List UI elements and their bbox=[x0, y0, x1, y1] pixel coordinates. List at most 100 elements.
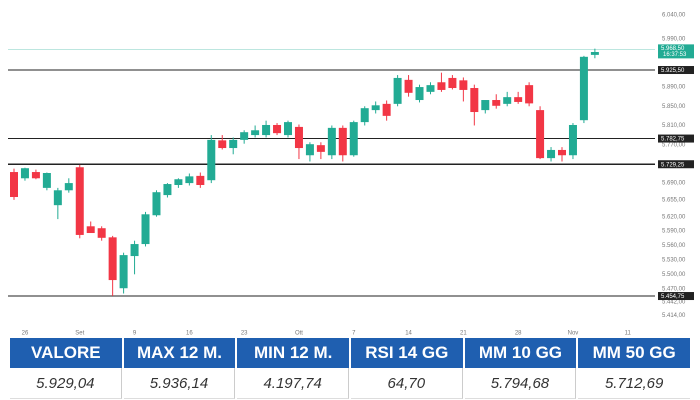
candle-body bbox=[514, 97, 523, 102]
candle-body bbox=[31, 172, 40, 179]
candle-body bbox=[481, 100, 490, 111]
y-tick-label: 5.655,00 bbox=[662, 197, 686, 203]
candle-body bbox=[218, 140, 227, 149]
candle-body bbox=[42, 173, 51, 188]
last-price-label: 5.968,50 bbox=[661, 46, 685, 52]
candlestick-chart: 6.040,00 5.990,00 5.890,00 5.850,00 5.810,00… bbox=[8, 13, 694, 337]
level-label: 5.454,75 bbox=[661, 294, 685, 300]
candle-body bbox=[86, 226, 95, 234]
header-cell: VALORE bbox=[10, 338, 122, 368]
level-tag bbox=[658, 66, 694, 75]
y-tick-label: 5.500,00 bbox=[662, 272, 686, 278]
level-label: 5.782,75 bbox=[661, 137, 685, 143]
value-cell: 5.936,14 bbox=[123, 368, 236, 399]
candle-body bbox=[426, 85, 435, 92]
candle-body bbox=[185, 176, 194, 184]
candle-body bbox=[20, 168, 29, 179]
candle-body bbox=[108, 237, 117, 281]
candle-body bbox=[262, 124, 271, 136]
level-tag bbox=[658, 134, 694, 143]
candle-body bbox=[207, 139, 216, 181]
header-cell: MM 10 GG bbox=[464, 338, 577, 368]
candle-body bbox=[393, 77, 402, 104]
y-tick-label: 6.040,00 bbox=[662, 13, 686, 19]
candle-body bbox=[240, 132, 249, 140]
value-cell: 4.197,74 bbox=[237, 368, 349, 399]
candle-body bbox=[459, 80, 468, 90]
x-tick-label: 14 bbox=[405, 331, 412, 337]
header-cell: MM 50 GG bbox=[578, 338, 690, 368]
x-tick-label: Nov bbox=[568, 331, 579, 337]
value-cell: 5.794,68 bbox=[464, 368, 577, 399]
y-tick-label: 5.810,00 bbox=[662, 123, 686, 129]
candle-body bbox=[349, 122, 358, 156]
candle-body bbox=[75, 167, 84, 235]
candle-body bbox=[503, 97, 512, 104]
candle-body bbox=[492, 100, 501, 106]
candle-body bbox=[371, 105, 380, 111]
x-tick-label: 9 bbox=[133, 331, 137, 337]
level-label: 5.925,50 bbox=[661, 68, 685, 74]
x-tick-label: 21 bbox=[460, 331, 467, 337]
candle-body bbox=[536, 110, 545, 159]
candle-body bbox=[305, 144, 314, 156]
candle-body bbox=[590, 52, 599, 55]
candle-body bbox=[10, 172, 18, 198]
candle-body bbox=[130, 244, 139, 257]
header-row: VALORE MAX 12 M. MIN 12 M. RSI 14 GG MM 10 G… bbox=[10, 338, 690, 368]
candle-body bbox=[404, 79, 413, 93]
value-cell: 5.712,69 bbox=[578, 368, 690, 399]
candle-body bbox=[327, 127, 336, 156]
y-tick-label: 5.530,00 bbox=[662, 257, 686, 263]
y-tick-label: 5.560,00 bbox=[662, 243, 686, 249]
y-tick-label: 5.620,00 bbox=[662, 214, 686, 220]
y-tick-label: 5.470,00 bbox=[662, 286, 686, 292]
value-cell: 64,70 bbox=[350, 368, 463, 399]
candle-body bbox=[53, 190, 62, 206]
candle-body bbox=[547, 149, 556, 159]
candle-body bbox=[152, 192, 161, 216]
x-tick-label: 11 bbox=[625, 331, 632, 337]
x-tick-label: 26 bbox=[22, 331, 29, 337]
candle-body bbox=[141, 214, 150, 245]
stats-table: VALORE MAX 12 M. MIN 12 M. RSI 14 GG MM 10 G… bbox=[8, 338, 692, 399]
candle-body bbox=[251, 130, 260, 136]
candle-body bbox=[174, 179, 183, 186]
y-tick-label: 5.590,00 bbox=[662, 229, 686, 235]
candle-body bbox=[448, 77, 457, 89]
y-tick-label: 5.850,00 bbox=[662, 104, 686, 110]
candle-body bbox=[558, 149, 566, 156]
candle-body bbox=[360, 108, 369, 123]
candle-body bbox=[568, 124, 577, 156]
level-tag bbox=[658, 160, 694, 169]
candle-body bbox=[196, 175, 205, 186]
candle-body bbox=[163, 184, 172, 196]
value-row: 5.929,04 5.936,14 4.197,74 64,70 5.794,68 5.7… bbox=[10, 368, 690, 399]
candle-body bbox=[525, 85, 534, 104]
candle-body bbox=[294, 126, 303, 149]
x-tick-label: 28 bbox=[515, 331, 522, 337]
y-tick-label: 5.414,00 bbox=[662, 313, 686, 319]
candle-body bbox=[579, 56, 588, 121]
x-tick-label: Ott bbox=[295, 331, 303, 337]
x-tick-label: 7 bbox=[352, 331, 356, 337]
y-tick-label: 5.890,00 bbox=[662, 85, 686, 91]
y-tick-label: 5.990,00 bbox=[662, 37, 686, 43]
last-price-time: 16:37:53 bbox=[663, 52, 687, 58]
candle-body bbox=[64, 183, 73, 191]
candle-body bbox=[316, 145, 325, 152]
header-cell: MIN 12 M. bbox=[237, 338, 349, 368]
candle-body bbox=[382, 103, 391, 116]
candle-body bbox=[470, 88, 479, 113]
level-label: 5.729,25 bbox=[661, 162, 685, 168]
candle-body bbox=[229, 139, 238, 149]
x-tick-label: Set bbox=[75, 331, 84, 337]
candle-body bbox=[437, 82, 446, 90]
y-tick-label: 5.770,00 bbox=[662, 142, 686, 148]
x-tick-label: 16 bbox=[186, 331, 193, 337]
candle-body bbox=[415, 87, 424, 101]
candle-body bbox=[119, 255, 128, 289]
candle-body bbox=[97, 228, 106, 238]
candle-body bbox=[338, 127, 347, 156]
